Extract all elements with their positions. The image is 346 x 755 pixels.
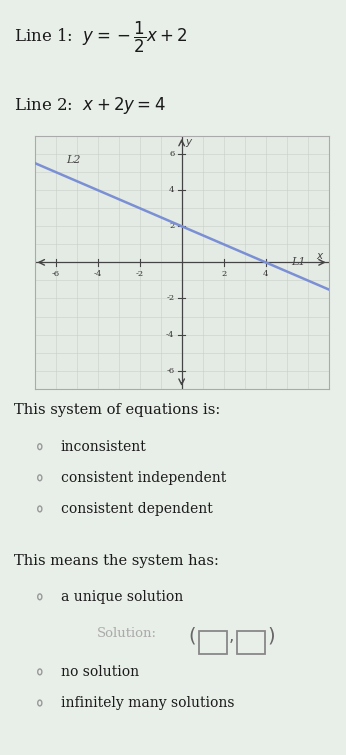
Text: infinitely many solutions: infinitely many solutions [61, 696, 234, 710]
Text: 2: 2 [169, 222, 174, 230]
Text: -2: -2 [136, 270, 144, 279]
Text: L2: L2 [66, 155, 81, 165]
Text: no solution: no solution [61, 665, 139, 680]
Text: This means the system has:: This means the system has: [14, 553, 219, 568]
Text: a unique solution: a unique solution [61, 590, 183, 604]
Text: -4: -4 [93, 270, 102, 279]
Text: ,: , [229, 627, 235, 645]
Text: Line 1:  $y = -\dfrac{1}{2}x + 2$: Line 1: $y = -\dfrac{1}{2}x + 2$ [14, 20, 187, 55]
Text: L1: L1 [291, 257, 306, 267]
Text: ): ) [267, 627, 275, 646]
Text: $x$: $x$ [316, 251, 325, 261]
Text: 4: 4 [263, 270, 268, 279]
Text: inconsistent: inconsistent [61, 440, 146, 454]
Text: $y$: $y$ [185, 137, 193, 149]
Text: consistent dependent: consistent dependent [61, 502, 212, 516]
Text: consistent independent: consistent independent [61, 471, 226, 485]
Text: This system of equations is:: This system of equations is: [14, 403, 220, 418]
Text: 4: 4 [169, 186, 174, 194]
Text: (: ( [189, 627, 196, 646]
Text: Line 2:  $x + 2y = 4$: Line 2: $x + 2y = 4$ [14, 95, 165, 116]
Text: -4: -4 [166, 331, 174, 339]
Text: 2: 2 [221, 270, 226, 279]
Text: Solution:: Solution: [97, 627, 157, 639]
Text: -6: -6 [166, 367, 174, 374]
Text: -2: -2 [166, 294, 174, 303]
Text: -6: -6 [52, 270, 60, 279]
Text: 6: 6 [169, 150, 174, 158]
